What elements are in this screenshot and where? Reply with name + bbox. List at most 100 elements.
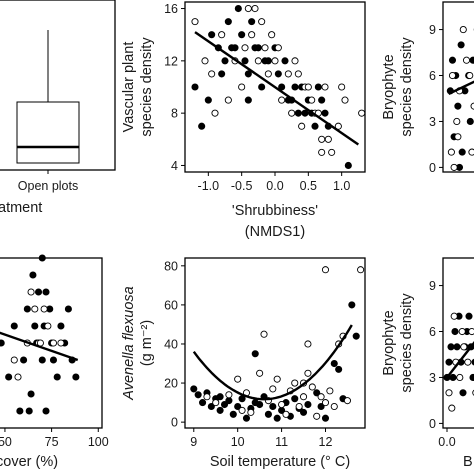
data-point-open bbox=[273, 375, 281, 383]
data-point-filled bbox=[465, 312, 473, 320]
xtick-label: 10 bbox=[231, 435, 245, 449]
data-point-filled bbox=[274, 70, 282, 78]
data-point-filled bbox=[234, 402, 242, 411]
data-point-open bbox=[298, 122, 306, 130]
ytick-label: 9 bbox=[429, 23, 436, 37]
ytick-label: 6 bbox=[429, 325, 436, 339]
data-point-filled bbox=[204, 96, 212, 104]
data-point-filled bbox=[469, 373, 474, 382]
bryophyte-bottom-fit bbox=[446, 341, 474, 379]
data-point-filled bbox=[348, 301, 356, 309]
data-point-open bbox=[201, 57, 209, 65]
data-point-open bbox=[341, 96, 349, 104]
xtick-label: -0.5 bbox=[231, 179, 253, 193]
data-point-open bbox=[278, 96, 286, 104]
data-point-open bbox=[203, 393, 211, 401]
data-point-open bbox=[330, 402, 338, 411]
ytick-label: 20 bbox=[164, 377, 178, 391]
data-point-open bbox=[244, 4, 252, 13]
ytick-label: 0 bbox=[429, 161, 436, 175]
data-point-filled bbox=[301, 109, 309, 117]
data-point-filled bbox=[0, 339, 5, 347]
vascular-xlabel-line1: 'Shrubbiness' bbox=[232, 203, 318, 219]
bryophyte-top-axes: 0 3 6 9 bbox=[429, 23, 443, 175]
fit-line bbox=[0, 331, 79, 362]
ytick-label: 0 bbox=[171, 416, 178, 430]
data-point-filled bbox=[25, 407, 33, 415]
data-point-open bbox=[294, 70, 302, 78]
data-point-filled bbox=[23, 305, 31, 313]
data-point-filled bbox=[238, 31, 246, 39]
vascular-points bbox=[191, 4, 366, 170]
data-point-open bbox=[338, 83, 346, 91]
boxplot-category-label: Open plots bbox=[18, 179, 78, 193]
data-point-filled bbox=[330, 359, 338, 368]
data-point-filled bbox=[466, 117, 474, 126]
data-point-open bbox=[295, 402, 303, 411]
data-point-open bbox=[57, 339, 65, 347]
data-point-filled bbox=[16, 407, 24, 415]
data-point-open bbox=[256, 369, 264, 377]
data-point-open bbox=[241, 44, 249, 52]
xtick-label: 50 bbox=[0, 435, 12, 449]
data-point-filled bbox=[221, 57, 229, 65]
data-point-filled bbox=[216, 393, 224, 401]
data-point-filled bbox=[42, 288, 50, 296]
data-point-filled bbox=[278, 83, 286, 91]
ytick-label: 60 bbox=[164, 298, 178, 312]
data-point-open bbox=[308, 96, 316, 104]
data-point-open bbox=[464, 358, 472, 366]
data-point-open bbox=[274, 44, 282, 52]
data-point-filled bbox=[5, 373, 13, 381]
data-point-open bbox=[304, 340, 312, 348]
data-point-filled bbox=[244, 70, 252, 78]
data-point-open bbox=[343, 397, 351, 405]
data-point-filled bbox=[321, 109, 329, 117]
vascular-fit bbox=[194, 31, 360, 146]
data-point-open bbox=[234, 375, 242, 383]
data-point-open bbox=[261, 44, 269, 52]
data-point-open bbox=[212, 399, 220, 407]
data-point-filled bbox=[190, 385, 198, 393]
data-point-filled bbox=[256, 401, 264, 409]
data-point-filled bbox=[207, 402, 215, 411]
data-point-open bbox=[282, 410, 290, 418]
data-point-open bbox=[225, 391, 233, 399]
bryophyte-bottom-ylabel-line2: species density bbox=[399, 293, 415, 393]
fit-line bbox=[448, 80, 474, 95]
bryophyte-bottom-ylabel-line1: Bryophyte bbox=[381, 310, 397, 375]
data-point-open bbox=[321, 399, 330, 407]
data-point-filled bbox=[27, 390, 35, 398]
data-point-filled bbox=[454, 102, 462, 110]
vascular-ylabel-line1: Vascular plant bbox=[121, 42, 137, 133]
panel-avenella-frame bbox=[184, 257, 366, 429]
cover-axes: 50 75 100 bbox=[0, 428, 109, 449]
data-point-filled bbox=[49, 356, 58, 364]
data-point-filled bbox=[451, 327, 459, 336]
data-point-open bbox=[458, 327, 466, 336]
data-point-open bbox=[459, 26, 467, 34]
data-point-filled bbox=[469, 56, 474, 64]
data-point-filled bbox=[273, 414, 281, 422]
data-point-filled bbox=[29, 271, 37, 279]
data-point-open bbox=[328, 148, 336, 156]
data-point-open bbox=[317, 393, 325, 401]
panel-bryophyte-bottom-frame bbox=[442, 257, 474, 429]
data-point-open bbox=[271, 57, 279, 65]
ytick-label: 80 bbox=[164, 259, 178, 273]
data-point-open bbox=[462, 56, 471, 64]
data-point-filled bbox=[38, 254, 46, 262]
data-point-filled bbox=[447, 343, 455, 351]
bryophyte-top-ylabel-line1: Bryophyte bbox=[381, 54, 397, 119]
panel-boxplot: Open plots atment bbox=[0, 0, 116, 216]
data-point-filled bbox=[352, 332, 360, 340]
data-point-open bbox=[357, 266, 365, 274]
data-point-open bbox=[448, 71, 457, 80]
data-point-filled bbox=[344, 161, 352, 170]
cover-fit bbox=[0, 331, 79, 362]
data-point-filled bbox=[220, 401, 229, 409]
bryophyte-top-fit bbox=[448, 80, 474, 95]
data-point-open bbox=[31, 305, 39, 313]
data-point-open bbox=[238, 406, 246, 414]
